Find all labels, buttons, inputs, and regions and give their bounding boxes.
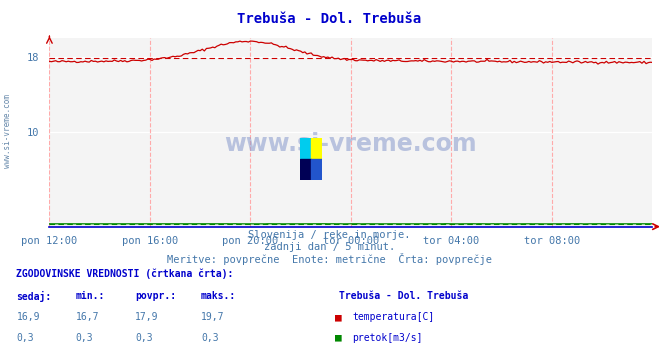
Text: min.:: min.:: [76, 291, 105, 301]
Text: temperatura[C]: temperatura[C]: [353, 312, 435, 322]
Text: ■: ■: [335, 312, 341, 322]
Text: 19,7: 19,7: [201, 312, 225, 322]
Text: 0,3: 0,3: [76, 333, 94, 343]
Text: Slovenija / reke in morje.: Slovenija / reke in morje.: [248, 230, 411, 240]
Text: 16,7: 16,7: [76, 312, 100, 322]
Text: www.si-vreme.com: www.si-vreme.com: [3, 94, 13, 169]
Bar: [311, 159, 322, 180]
Bar: [311, 138, 322, 159]
Text: 16,9: 16,9: [16, 312, 40, 322]
Text: sedaj:: sedaj:: [16, 291, 51, 302]
Text: Trebuša - Dol. Trebuša: Trebuša - Dol. Trebuša: [237, 12, 422, 26]
Text: pretok[m3/s]: pretok[m3/s]: [353, 333, 423, 343]
Text: 0,3: 0,3: [201, 333, 219, 343]
Text: Trebuša - Dol. Trebuša: Trebuša - Dol. Trebuša: [339, 291, 469, 301]
Text: ■: ■: [335, 333, 341, 343]
Text: povpr.:: povpr.:: [135, 291, 176, 301]
Text: maks.:: maks.:: [201, 291, 236, 301]
Text: www.si-vreme.com: www.si-vreme.com: [225, 132, 477, 156]
Text: 0,3: 0,3: [135, 333, 153, 343]
Text: ZGODOVINSKE VREDNOSTI (črtkana črta):: ZGODOVINSKE VREDNOSTI (črtkana črta):: [16, 268, 234, 279]
Text: Meritve: povprečne  Enote: metrične  Črta: povprečje: Meritve: povprečne Enote: metrične Črta:…: [167, 253, 492, 265]
Bar: [300, 138, 311, 159]
Text: 17,9: 17,9: [135, 312, 159, 322]
Text: zadnji dan / 5 minut.: zadnji dan / 5 minut.: [264, 242, 395, 252]
Text: 0,3: 0,3: [16, 333, 34, 343]
Bar: [300, 159, 311, 180]
